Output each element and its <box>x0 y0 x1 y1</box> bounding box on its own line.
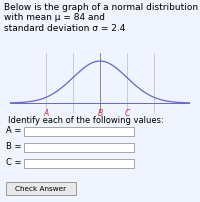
FancyBboxPatch shape <box>24 127 134 136</box>
Text: B: B <box>97 109 103 118</box>
Text: Check Answer: Check Answer <box>15 186 67 192</box>
Text: Identify each of the following values:: Identify each of the following values: <box>8 116 164 125</box>
Text: A =: A = <box>6 125 21 135</box>
FancyBboxPatch shape <box>6 182 76 195</box>
Text: C =: C = <box>6 158 22 166</box>
FancyBboxPatch shape <box>24 159 134 168</box>
Text: C: C <box>124 109 130 118</box>
Text: B =: B = <box>6 142 22 150</box>
Text: Below is the graph of a normal distribution with mean μ = 84 and
standard deviat: Below is the graph of a normal distribut… <box>4 3 198 33</box>
FancyBboxPatch shape <box>24 143 134 152</box>
Text: A: A <box>43 109 49 118</box>
